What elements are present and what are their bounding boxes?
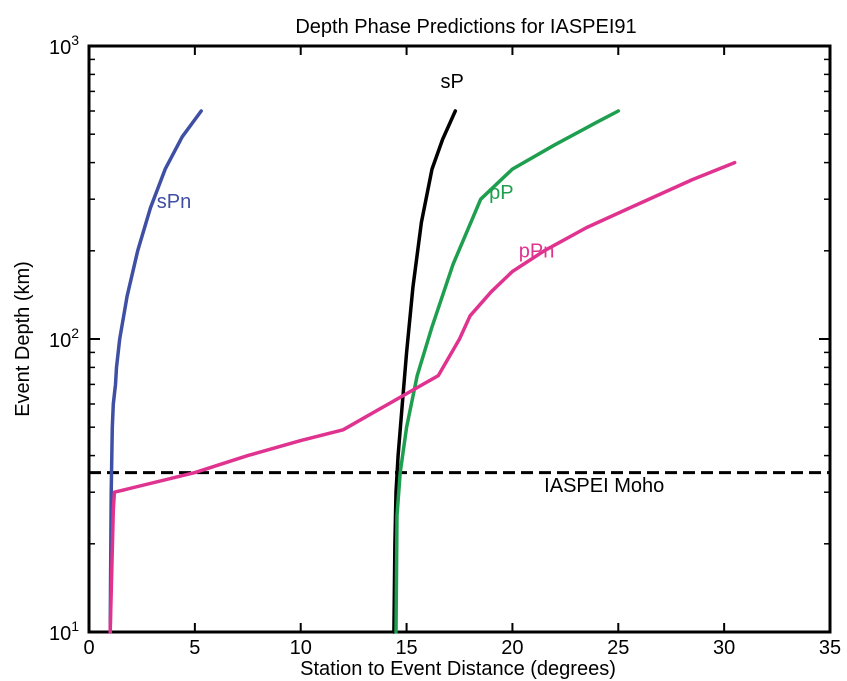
x-tick-label: 30 xyxy=(713,637,735,659)
annotation-sp: sP xyxy=(440,71,463,93)
x-tick-label: 15 xyxy=(395,637,417,659)
x-tick-label: 0 xyxy=(83,637,94,659)
x-tick-label: 10 xyxy=(290,637,312,659)
y-tick-label: 101 xyxy=(49,618,79,645)
series-line-spn xyxy=(108,109,203,634)
x-tick-label: 35 xyxy=(819,637,841,659)
y-tick-label: 102 xyxy=(49,325,79,352)
x-tick-label: 20 xyxy=(501,637,523,659)
series-line-ppn xyxy=(108,160,737,634)
annotation-ppn: pPn xyxy=(519,240,555,262)
y-tick-label: 103 xyxy=(49,32,79,59)
plot-area: 0 5 10 15 20 25 30 35 101 102 103 sPn sP pP pPn IASPEI … xyxy=(49,32,841,659)
x-tick-label: 5 xyxy=(189,637,200,659)
annotation-iaspei-moho: IASPEI Moho xyxy=(544,475,664,497)
annotation-spn: sPn xyxy=(157,191,191,213)
chart-title: Depth Phase Predictions for IASPEI91 xyxy=(295,16,636,38)
series-line-pp xyxy=(394,109,621,634)
x-tick-label: 25 xyxy=(607,637,629,659)
x-axis-label: Station to Event Distance (degrees) xyxy=(300,658,616,680)
y-axis-label: Event Depth (km) xyxy=(12,261,34,417)
series-line-sp xyxy=(392,109,458,634)
annotation-pp: pP xyxy=(489,182,513,204)
